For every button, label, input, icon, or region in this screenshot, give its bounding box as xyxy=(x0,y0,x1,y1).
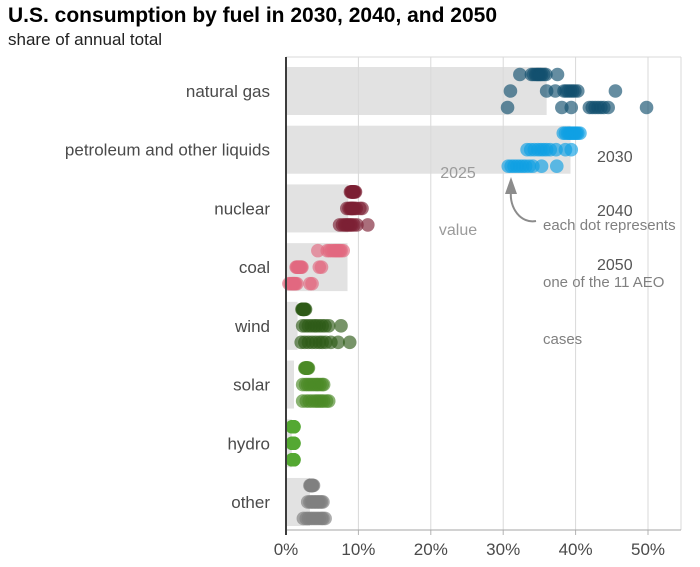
dot-nuclear-2030 xyxy=(348,185,363,199)
dot-natural-gas-2050 xyxy=(564,100,579,115)
dot-nuclear-2050 xyxy=(350,218,364,232)
dot-coal-2040 xyxy=(295,260,309,274)
x-tick-label-0%: 0% xyxy=(274,540,299,559)
dot-coal-2030 xyxy=(336,243,350,258)
year-legend-2050: 2050 xyxy=(597,257,633,274)
dot-wind-2050 xyxy=(342,335,357,350)
dot-other-2030 xyxy=(306,478,321,493)
dot-natural-gas-2030 xyxy=(513,67,527,82)
dot-hydro-2050 xyxy=(287,452,301,467)
x-tick-label-50%: 50% xyxy=(631,540,665,559)
dot-nuclear-2040 xyxy=(355,201,369,216)
dot-natural-gas-2040 xyxy=(570,84,585,98)
dot-nuclear-2050 xyxy=(361,218,375,232)
dot-natural-gas-2050 xyxy=(601,100,615,115)
row-label-wind: wind xyxy=(234,317,270,336)
dot-petroleum-and-other-liquids-2040 xyxy=(564,142,579,157)
dot-natural-gas-2050 xyxy=(639,100,654,115)
bar-2025-solar xyxy=(286,360,294,409)
dot-natural-gas-2040 xyxy=(608,84,623,98)
page-subtitle: share of annual total xyxy=(8,30,163,49)
dot-coal-2040 xyxy=(314,260,329,274)
dot-hydro-2030 xyxy=(287,419,301,434)
dot-count-annotation: each dot represents one of the 11 AEO ca… xyxy=(543,178,676,387)
x-tick-label-20%: 20% xyxy=(414,540,448,559)
row-label-solar: solar xyxy=(233,376,270,395)
dot-other-2050 xyxy=(318,511,332,526)
bar-2025-value-note: 2025 value xyxy=(432,126,484,278)
row-label-natural-gas: natural gas xyxy=(186,82,270,101)
x-tick-label-10%: 10% xyxy=(341,540,375,559)
dot-hydro-2040 xyxy=(287,436,301,451)
row-label-coal: coal xyxy=(239,258,270,277)
row-label-hydro: hydro xyxy=(227,434,270,453)
page-title: U.S. consumption by fuel in 2030, 2040, … xyxy=(8,4,497,27)
row-label-other: other xyxy=(231,493,270,512)
dot-wind-2040 xyxy=(321,319,336,333)
dot-petroleum-and-other-liquids-2050 xyxy=(534,159,549,174)
dot-coal-2030 xyxy=(311,243,325,258)
year-legend-2030: 2030 xyxy=(597,149,633,166)
bar-note-line-2: value xyxy=(438,222,478,239)
dot-solar-2050 xyxy=(321,394,336,408)
dot-petroleum-and-other-liquids-2040 xyxy=(549,142,563,157)
dot-coal-2050 xyxy=(290,276,304,291)
x-tick-label-40%: 40% xyxy=(559,540,593,559)
dot-natural-gas-2040 xyxy=(503,84,518,98)
year-legend-2040: 2040 xyxy=(597,203,633,220)
dot-solar-2030 xyxy=(301,361,316,375)
annotation-arrow xyxy=(505,177,537,223)
dot-other-2040 xyxy=(316,495,330,509)
dot-note-line-2: one of the 11 AEO xyxy=(543,274,665,291)
year-legend: 2030 2040 2050 xyxy=(597,113,633,311)
dot-solar-2040 xyxy=(316,377,331,392)
bar-note-line-1: 2025 xyxy=(440,165,476,182)
bar-2025-wind xyxy=(286,301,298,350)
dot-natural-gas-2050 xyxy=(500,100,515,115)
dot-coal-2050 xyxy=(305,276,319,291)
row-label-nuclear: nuclear xyxy=(214,199,270,218)
x-tick-label-30%: 30% xyxy=(486,540,520,559)
dot-wind-2040 xyxy=(334,319,348,333)
dot-note-line-1: each dot represents xyxy=(543,217,676,234)
dot-wind-2030 xyxy=(298,302,313,317)
dot-petroleum-and-other-liquids-2030 xyxy=(573,126,587,141)
dot-natural-gas-2030 xyxy=(550,67,565,82)
row-label-petroleum-and-other-liquids: petroleum and other liquids xyxy=(65,141,270,160)
dot-natural-gas-2030 xyxy=(539,67,553,82)
dot-petroleum-and-other-liquids-2050 xyxy=(549,159,564,174)
dot-note-line-3: cases xyxy=(543,331,583,348)
dot-natural-gas-2050 xyxy=(555,100,569,115)
dot-wind-2050 xyxy=(331,335,345,350)
